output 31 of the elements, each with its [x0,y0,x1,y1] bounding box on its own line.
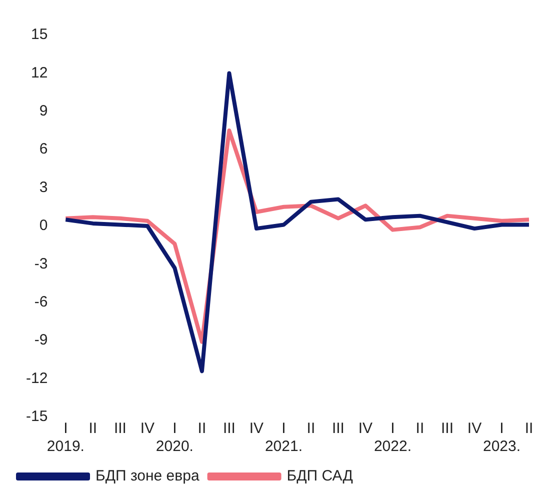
y-tick-label: 9 [39,102,48,120]
y-tick-label: 0 [39,217,48,234]
x-tick-label: IV [140,420,155,438]
y-tick-label: 12 [30,64,48,82]
x-tick-label: I 2019. [46,420,84,456]
x-tick-label: III [222,420,236,438]
x-tick-label: II [306,420,316,438]
x-tick-label: IV [249,420,264,438]
y-tick-label: -15 [26,408,48,426]
x-tick-label: II [88,420,98,438]
x-tick-label: I 2020. [156,420,194,456]
x-tick-label: II [198,420,206,438]
x-tick-label: II [416,420,424,438]
legend-label: БДП САД [286,468,353,485]
y-tick-label: 6 [39,140,48,158]
x-tick-label: I 2023. [482,420,521,456]
y-tick-label: -12 [26,370,48,387]
x-tick-label: I 2021. [264,420,302,456]
y-tick-label: -6 [34,294,48,311]
x-tick-label: IV [467,420,482,438]
x-tick-label: III [114,420,126,438]
x-tick-label: I 2022. [374,420,412,456]
y-tick-label: -3 [34,255,48,272]
x-tick-label: III [440,420,454,438]
y-tick-label: 3 [39,178,48,196]
y-tick-label: -9 [34,332,48,349]
x-tick-label: II [524,420,534,438]
legend-label: БДП зоне евра [96,468,200,485]
y-tick-label: 15 [30,26,48,44]
x-tick-label: III [332,420,344,438]
x-tick-label: IV [358,420,373,438]
